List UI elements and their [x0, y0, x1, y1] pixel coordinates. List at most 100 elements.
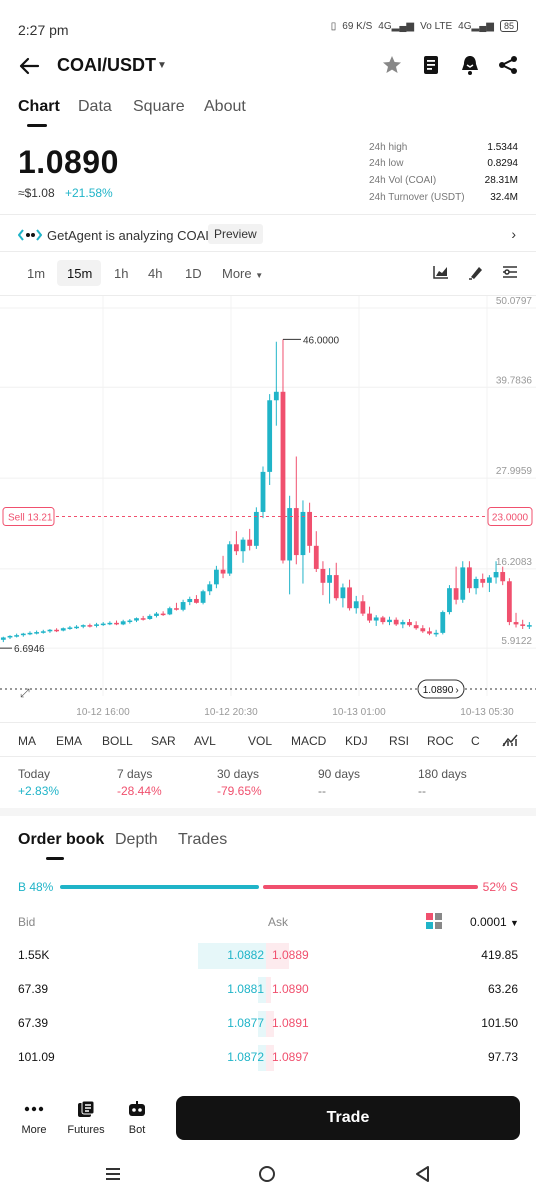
chevron-right-icon: ›	[455, 685, 458, 696]
draw-tool-icon[interactable]	[468, 264, 484, 280]
candle	[154, 612, 159, 618]
tab-about[interactable]: About	[204, 98, 246, 115]
candle-body	[413, 625, 419, 629]
candle	[240, 537, 246, 563]
tab-order-book[interactable]: Order book	[18, 831, 105, 848]
status-icons: ▯ 69 K/S 4G▂▄▆ Vo LTE 4G▂▄▆ 85	[331, 20, 518, 32]
chart-type-icon[interactable]	[433, 265, 449, 279]
price-chart[interactable]: 50.0797 39.7836 27.9959 16.2083 5.9122 10-12 …	[0, 296, 536, 720]
trade-button[interactable]: Trade	[176, 1096, 520, 1140]
chart-settings-icon[interactable]	[502, 265, 518, 279]
price-change: +21.58%	[65, 186, 113, 200]
tab-data[interactable]: Data	[78, 98, 112, 115]
chevron-right-icon[interactable]: ›	[511, 226, 516, 242]
orderbook-row[interactable]: 67.39 1.0881 1.0890 63.26	[0, 977, 536, 1003]
candle-body	[54, 629, 59, 632]
period-label-today: Today	[18, 767, 51, 781]
candle	[333, 562, 339, 601]
candle-body	[7, 635, 13, 638]
star-icon[interactable]	[381, 54, 403, 76]
indicator-roc[interactable]: ROC	[427, 734, 454, 748]
candle-body	[147, 615, 153, 619]
candle-body	[440, 612, 446, 633]
period-label-90d: 90 days	[318, 767, 361, 781]
candle	[174, 602, 179, 611]
tab-square[interactable]: Square	[133, 98, 185, 115]
more-dots-icon	[24, 1106, 44, 1112]
notebook-icon[interactable]	[420, 54, 442, 76]
candle	[220, 555, 226, 579]
indicator-boll[interactable]: BOLL	[102, 734, 133, 748]
timeframe-active-bg	[57, 260, 101, 286]
recent-apps-icon[interactable]	[104, 1166, 122, 1182]
back-arrow-icon[interactable]	[18, 56, 40, 76]
candle-body	[174, 608, 179, 610]
preview-button[interactable]: Preview	[208, 224, 263, 244]
indicator-rsi[interactable]: RSI	[389, 734, 410, 748]
bid-price: 1.0872	[227, 1050, 264, 1064]
futures-label: Futures	[67, 1124, 105, 1136]
indicator-ma[interactable]: MA	[18, 734, 36, 748]
candle	[60, 627, 66, 632]
candle	[140, 615, 146, 621]
back-nav-icon[interactable]	[414, 1165, 430, 1183]
indicator-avl[interactable]: AVL	[194, 734, 216, 748]
divider	[0, 214, 536, 215]
bid-header: Bid	[18, 915, 36, 929]
expand-icon: ⤢	[19, 686, 30, 700]
timeframe-1d[interactable]: 1D	[185, 266, 202, 281]
ask-depth-bar	[266, 943, 289, 969]
indicator-vol[interactable]: VOL	[248, 734, 273, 748]
home-icon[interactable]	[258, 1165, 276, 1183]
tab-depth[interactable]: Depth	[115, 831, 158, 848]
candle-body	[220, 569, 226, 574]
candle-body	[260, 471, 266, 512]
timeframe-4h[interactable]: 4h	[148, 266, 163, 281]
candle	[327, 568, 332, 604]
share-icon[interactable]	[497, 54, 519, 76]
candle	[20, 632, 26, 637]
candle	[54, 628, 59, 633]
futures-button[interactable]: Futures	[65, 1100, 107, 1136]
caret-down-icon[interactable]: ▼	[157, 60, 167, 71]
orderbook-row[interactable]: 1.55K 1.0882 1.0889 419.85	[0, 943, 536, 969]
tab-chart[interactable]: Chart	[18, 98, 60, 115]
x-tick-label: 10-12 16:00	[76, 707, 130, 718]
timeframe-1h[interactable]: 1h	[114, 266, 129, 281]
candle-body	[47, 629, 53, 632]
candle	[340, 583, 346, 608]
candle	[526, 622, 532, 630]
timeframe-1m[interactable]: 1m	[27, 266, 46, 281]
precision-select[interactable]: 0.0001 ▼	[470, 915, 519, 929]
orderbook-layout-icon[interactable]	[426, 913, 442, 929]
timeframe-15m[interactable]: 15m	[67, 266, 93, 281]
candle-body	[273, 391, 279, 401]
indicator-macd[interactable]: MACD	[291, 734, 327, 748]
candle	[160, 611, 166, 616]
candle	[147, 614, 153, 620]
bid-price: 1.0881	[227, 982, 264, 996]
ask-depth-bar	[266, 1045, 274, 1071]
candle	[486, 575, 492, 593]
timeframe-more[interactable]: More ▼	[222, 266, 264, 281]
candle-body	[480, 578, 486, 583]
indicator-c[interactable]: C	[471, 734, 480, 748]
orderbook-row[interactable]: 67.39 1.0877 1.0891 101.50	[0, 1011, 536, 1037]
candle-body	[393, 619, 399, 625]
orderbook-row[interactable]: 101.09 1.0872 1.0897 97.73	[0, 1045, 536, 1071]
candle-body	[447, 588, 452, 613]
indicator-kdj[interactable]: KDJ	[345, 734, 368, 748]
bot-button[interactable]: Bot	[117, 1100, 157, 1136]
tab-trades[interactable]: Trades	[178, 831, 228, 848]
candle	[460, 561, 466, 603]
pair-title[interactable]: COAI/USDT	[57, 55, 156, 75]
candle	[134, 617, 139, 623]
alert-icon[interactable]	[459, 54, 481, 76]
indicator-sar[interactable]: SAR	[151, 734, 176, 748]
more-button[interactable]: More	[14, 1100, 54, 1136]
indicator-ema[interactable]: EMA	[56, 734, 83, 748]
candle-body	[500, 572, 506, 582]
candle-body	[467, 567, 472, 589]
candle-body	[400, 622, 406, 625]
indicator-settings-icon[interactable]	[502, 733, 518, 747]
